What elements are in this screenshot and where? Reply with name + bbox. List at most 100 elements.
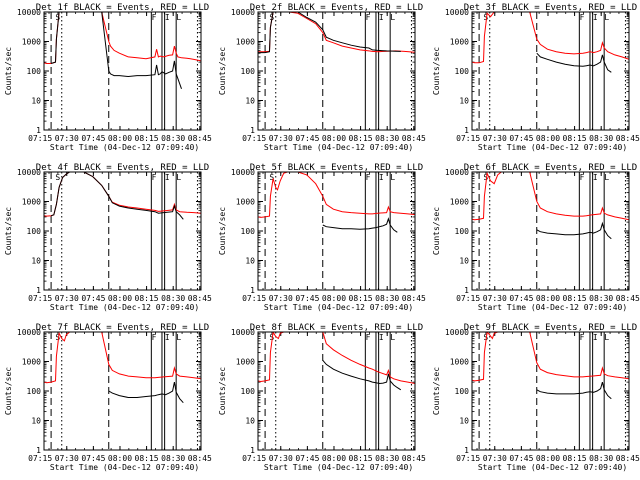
x-tick-label: 08:45	[616, 454, 640, 463]
y-tick-label: 10	[31, 97, 41, 106]
events-series-line	[536, 52, 612, 73]
x-tick-label: 08:00	[536, 294, 560, 303]
plot-frame	[43, 331, 202, 451]
marker-label: S	[269, 173, 274, 182]
x-tick-label: 08:15	[563, 454, 587, 463]
marker-label: L	[390, 13, 395, 22]
x-tick-label: 07:45	[295, 454, 319, 463]
y-tick-label: 1000	[236, 38, 255, 47]
y-tick-label: 1	[36, 446, 41, 455]
marker-label: F	[366, 333, 371, 342]
y-tick-label: 100	[241, 387, 256, 396]
marker-label: I	[593, 173, 598, 182]
y-tick-label: 10000	[445, 168, 469, 177]
x-tick-label: 07:30	[483, 134, 507, 143]
y-tick-label: 1000	[22, 38, 41, 47]
x-tick-label: 07:15	[456, 454, 480, 463]
chart-title: Det 9f BLACK = Events, RED = LLD	[464, 323, 637, 333]
x-tick-label: 08:00	[322, 294, 346, 303]
x-tick-label: 08:30	[161, 134, 185, 143]
marker-label: F	[580, 13, 585, 22]
x-tick-label: 08:30	[589, 454, 613, 463]
y-axis-label: Counts/sec	[4, 47, 13, 95]
marker-label: F	[366, 13, 371, 22]
x-tick-label: 08:45	[188, 454, 212, 463]
plot-frame	[471, 11, 630, 131]
y-tick-label: 1	[36, 126, 41, 135]
marker-label: F	[152, 13, 157, 22]
x-axis-label: Start Time (04-Dec-12 07:09:40)	[264, 143, 413, 152]
chart-title: Det 5f BLACK = Events, RED = LLD	[250, 163, 423, 173]
y-tick-label: 10000	[17, 168, 41, 177]
x-tick-label: 08:45	[402, 134, 426, 143]
y-axis-label: Counts/sec	[4, 207, 13, 255]
y-tick-label: 10	[31, 417, 41, 426]
y-tick-label: 10000	[231, 168, 255, 177]
x-tick-label: 07:15	[456, 134, 480, 143]
marker-label: F	[152, 173, 157, 182]
y-tick-label: 1	[250, 446, 255, 455]
x-tick-label: 08:45	[188, 134, 212, 143]
lld-series-line	[44, 332, 201, 384]
y-tick-label: 10	[245, 417, 255, 426]
chart-title: Det 1f BLACK = Events, RED = LLD	[36, 3, 209, 13]
plot-frame	[257, 331, 416, 451]
y-axis-label: Counts/sec	[218, 207, 227, 255]
x-tick-label: 08:30	[161, 454, 185, 463]
y-tick-label: 1000	[236, 358, 255, 367]
plot-frame	[471, 171, 630, 291]
x-tick-label: 07:45	[81, 134, 105, 143]
x-tick-label: 08:45	[402, 454, 426, 463]
x-tick-label: 07:45	[81, 454, 105, 463]
marker-label: F	[366, 173, 371, 182]
plot-frame	[257, 11, 416, 131]
y-axis-label: Counts/sec	[218, 47, 227, 95]
chart-title: Det 2f BLACK = Events, RED = LLD	[250, 3, 423, 13]
lld-series-line	[44, 12, 201, 64]
x-tick-label: 07:15	[28, 454, 52, 463]
x-tick-label: 07:45	[295, 294, 319, 303]
x-tick-label: 08:15	[135, 454, 159, 463]
x-tick-label: 08:30	[589, 294, 613, 303]
marker-label: I	[593, 13, 598, 22]
y-tick-label: 1000	[22, 358, 41, 367]
events-series-line	[258, 12, 401, 54]
y-tick-label: 10	[245, 257, 255, 266]
x-axis-label: Start Time (04-Dec-12 07:09:40)	[50, 303, 199, 312]
y-tick-label: 10	[245, 97, 255, 106]
y-tick-label: 10000	[231, 328, 255, 337]
events-series-line	[50, 172, 184, 220]
events-series-line	[536, 221, 612, 240]
marker-label: I	[379, 13, 384, 22]
y-tick-label: 100	[241, 67, 256, 76]
x-tick-label: 08:00	[108, 294, 132, 303]
x-tick-label: 08:15	[135, 294, 159, 303]
y-tick-label: 100	[27, 67, 42, 76]
x-axis-label: Start Time (04-Dec-12 07:09:40)	[264, 303, 413, 312]
chart-title: Det 6f BLACK = Events, RED = LLD	[464, 163, 637, 173]
events-series-line	[322, 217, 398, 233]
y-tick-label: 10000	[445, 328, 469, 337]
y-tick-label: 100	[455, 387, 470, 396]
marker-label: F	[580, 173, 585, 182]
y-tick-label: 1	[250, 286, 255, 295]
chart-panel-3: Det 3f BLACK = Events, RED = LLD 1 10 100 10…	[432, 3, 640, 152]
chart-title: Det 8f BLACK = Events, RED = LLD	[250, 323, 423, 333]
y-tick-label: 1	[464, 126, 469, 135]
x-tick-label: 07:30	[269, 294, 293, 303]
marker-label: I	[379, 173, 384, 182]
x-tick-label: 07:30	[55, 134, 79, 143]
x-tick-label: 08:45	[616, 294, 640, 303]
x-axis-label: Start Time (04-Dec-12 07:09:40)	[50, 463, 199, 472]
x-axis-label: Start Time (04-Dec-12 07:09:40)	[478, 463, 627, 472]
x-tick-label: 07:30	[55, 454, 79, 463]
x-tick-label: 08:00	[108, 134, 132, 143]
x-tick-label: 08:15	[563, 134, 587, 143]
x-axis-label: Start Time (04-Dec-12 07:09:40)	[264, 463, 413, 472]
x-tick-label: 08:15	[563, 294, 587, 303]
chart-panel-7: Det 7f BLACK = Events, RED = LLD 1 10 100 10…	[4, 323, 212, 472]
marker-label: I	[379, 333, 384, 342]
y-tick-label: 1000	[22, 198, 41, 207]
x-tick-label: 07:30	[55, 294, 79, 303]
